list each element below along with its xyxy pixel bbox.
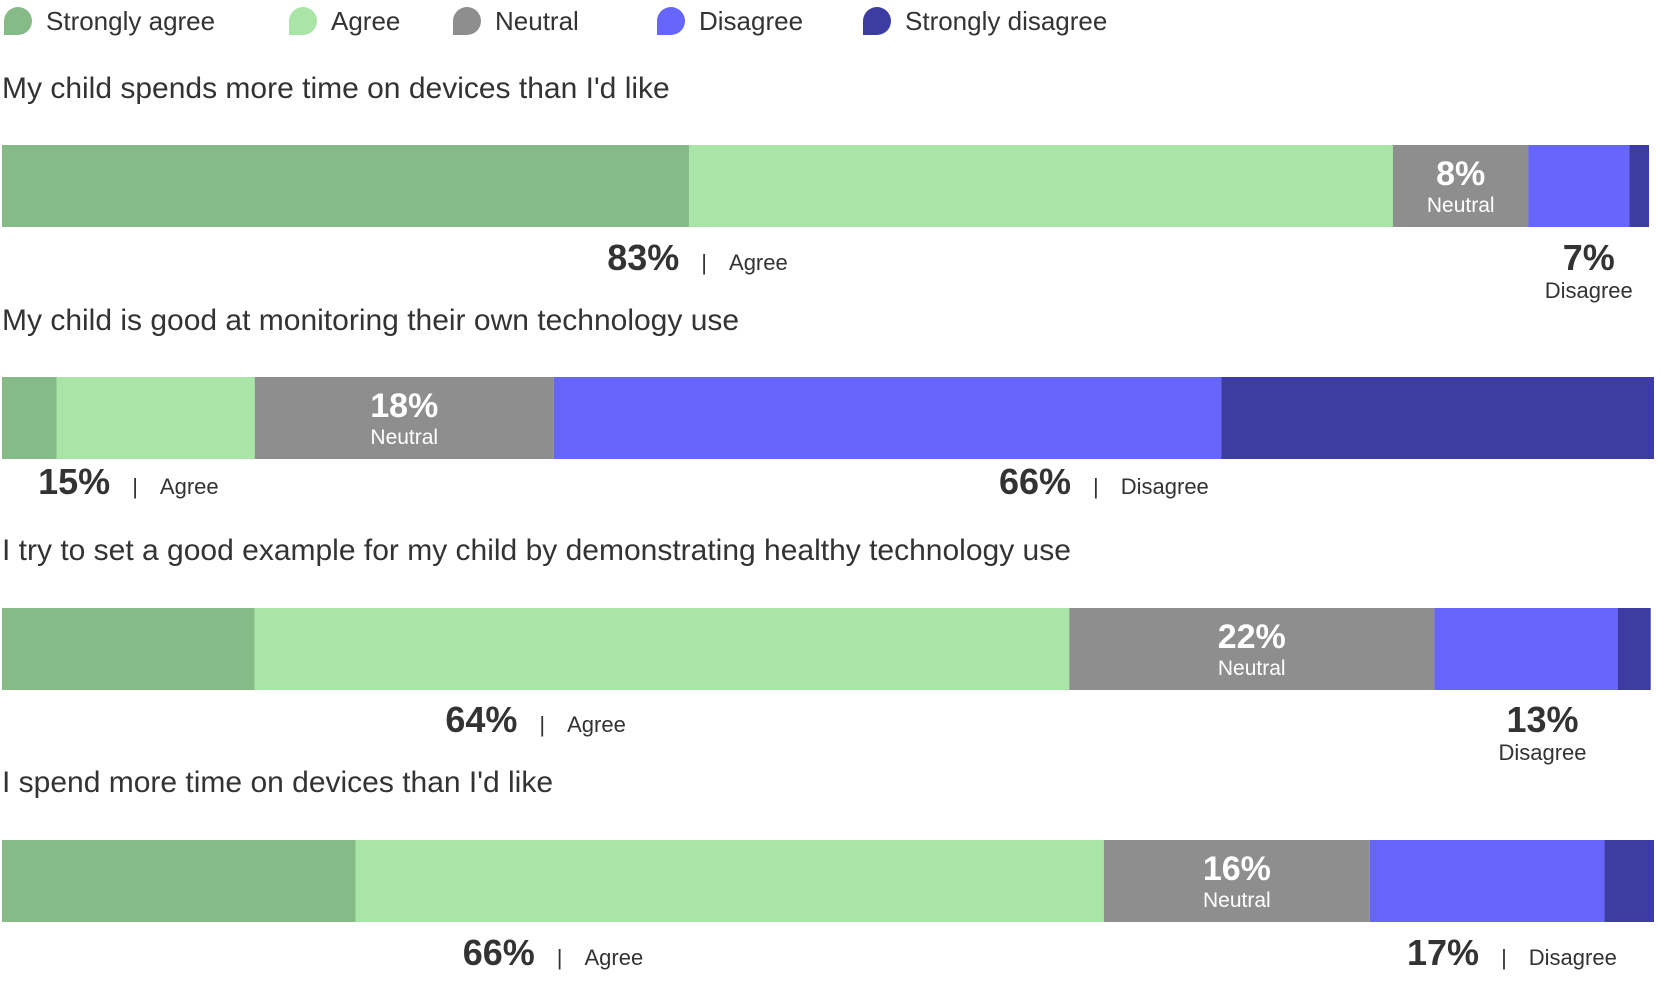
bar-segment-disagree: [553, 377, 1222, 459]
neutral-text-label: Neutral: [370, 426, 438, 449]
legend-swatch-strongly-disagree: [863, 7, 891, 35]
question-title: I try to set a good example for my child…: [2, 534, 1071, 567]
agree-summary-label: Agree: [729, 250, 788, 275]
legend-item-disagree: Disagree: [657, 4, 803, 38]
agree-summary-separator: |: [539, 712, 545, 737]
neutral-percent-label: 22%: [1218, 618, 1286, 656]
disagree-summary-label: Disagree: [1121, 474, 1209, 499]
bar-segment-neutral: [1103, 840, 1370, 922]
bar-segment-neutral: [1392, 145, 1529, 227]
disagree-summary-separator: |: [1093, 474, 1099, 499]
disagree-summary: 66% | Disagree: [999, 461, 1209, 502]
disagree-summary-percent: 17%: [1407, 932, 1479, 973]
disagree-summary-label: Disagree: [1529, 945, 1617, 970]
bar-segment-strongly-agree: [2, 608, 255, 690]
legend: Strongly agree Agree Neutral Disagree St…: [0, 0, 1660, 42]
disagree-summary-label: Disagree: [1545, 278, 1633, 303]
agree-summary: 66% | Agree: [463, 932, 644, 973]
agree-summary-separator: |: [557, 945, 563, 970]
legend-label: Strongly agree: [46, 5, 216, 36]
agree-summary-label: Agree: [567, 712, 626, 737]
disagree-summary: 17% | Disagree: [1407, 932, 1617, 973]
legend-item-strongly-agree: Strongly agree: [4, 4, 215, 38]
question-title: I spend more time on devices than I'd li…: [2, 766, 553, 799]
bar-segment-strongly-disagree: [1604, 840, 1654, 922]
bar-segment-strongly-disagree: [1629, 145, 1650, 227]
legend-item-neutral: Neutral: [453, 4, 579, 38]
bar-segment-agree: [355, 840, 1104, 922]
bar-segment-agree: [56, 377, 255, 459]
bar-segment-agree: [254, 608, 1070, 690]
neutral-text-label: Neutral: [1203, 889, 1271, 912]
neutral-text-label: Neutral: [1427, 194, 1495, 217]
legend-item-agree: Agree: [289, 4, 400, 38]
bar-segment-strongly-disagree: [1617, 608, 1651, 690]
question-title: My child is good at monitoring their own…: [2, 304, 739, 337]
bar-segment-disagree: [1434, 608, 1618, 690]
agree-summary-percent: 66%: [463, 932, 535, 973]
bar-segment-strongly-agree: [2, 377, 57, 459]
disagree-summary-label: Disagree: [1498, 740, 1586, 765]
legend-swatch-agree: [289, 7, 317, 35]
bar-segment-agree: [689, 145, 1393, 227]
agree-summary-label: Agree: [584, 945, 643, 970]
bar-segment-strongly-agree: [2, 145, 690, 227]
legend-item-strongly-disagree: Strongly disagree: [863, 4, 1107, 38]
legend-label: Disagree: [699, 5, 804, 36]
agree-summary-percent: 83%: [607, 237, 679, 278]
disagree-summary-percent: 7%: [1563, 237, 1615, 278]
agree-summary: 15% | Agree: [38, 461, 219, 502]
agree-summary-percent: 15%: [38, 461, 110, 502]
agree-summary-percent: 64%: [445, 699, 517, 740]
legend-swatch-neutral: [453, 7, 481, 35]
legend-label: Agree: [331, 5, 401, 36]
bar-segment-disagree: [1369, 840, 1605, 922]
neutral-percent-label: 18%: [370, 387, 438, 425]
agree-summary-separator: |: [132, 474, 138, 499]
neutral-percent-label: 8%: [1436, 155, 1485, 193]
agree-summary-label: Agree: [160, 474, 219, 499]
legend-label: Strongly disagree: [905, 5, 1108, 36]
agree-summary: 64% | Agree: [445, 699, 626, 740]
bar-segment-strongly-agree: [2, 840, 356, 922]
question-title: My child spends more time on devices tha…: [2, 72, 670, 105]
bar-segment-neutral: [254, 377, 554, 459]
bar-segment-neutral: [1069, 608, 1435, 690]
disagree-summary-percent: 66%: [999, 461, 1071, 502]
legend-swatch-strongly-agree: [4, 7, 32, 35]
neutral-percent-label: 16%: [1203, 850, 1271, 888]
bar-segment-disagree: [1528, 145, 1630, 227]
neutral-text-label: Neutral: [1218, 657, 1286, 680]
agree-summary-separator: |: [701, 250, 707, 275]
legend-swatch-disagree: [657, 7, 685, 35]
agree-summary: 83% | Agree: [607, 237, 788, 278]
legend-label: Neutral: [495, 5, 579, 36]
bar-segment-strongly-disagree: [1221, 377, 1654, 459]
disagree-summary-separator: |: [1501, 945, 1507, 970]
disagree-summary-percent: 13%: [1506, 699, 1578, 740]
